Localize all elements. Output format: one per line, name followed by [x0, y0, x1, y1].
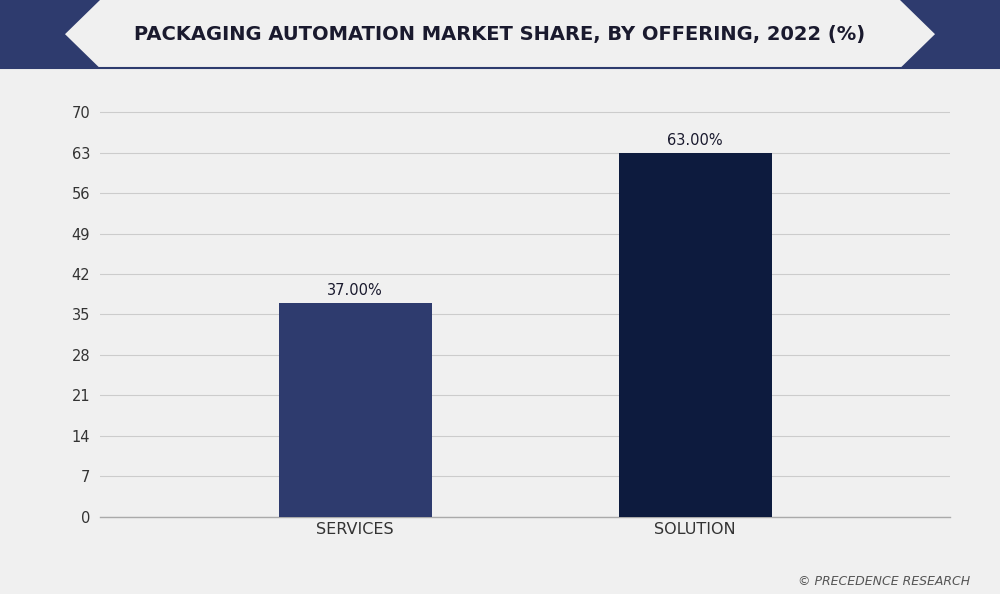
Text: 63.00%: 63.00%	[667, 133, 723, 148]
Text: © PRECEDENCE RESEARCH: © PRECEDENCE RESEARCH	[798, 575, 970, 588]
Polygon shape	[0, 0, 100, 68]
Bar	[278, 303, 432, 517]
Text: PACKAGING AUTOMATION MARKET SHARE, BY OFFERING, 2022 (%): PACKAGING AUTOMATION MARKET SHARE, BY OF…	[134, 25, 866, 43]
Bar	[618, 153, 772, 517]
Text: 37.00%: 37.00%	[327, 283, 383, 298]
Polygon shape	[900, 0, 1000, 68]
